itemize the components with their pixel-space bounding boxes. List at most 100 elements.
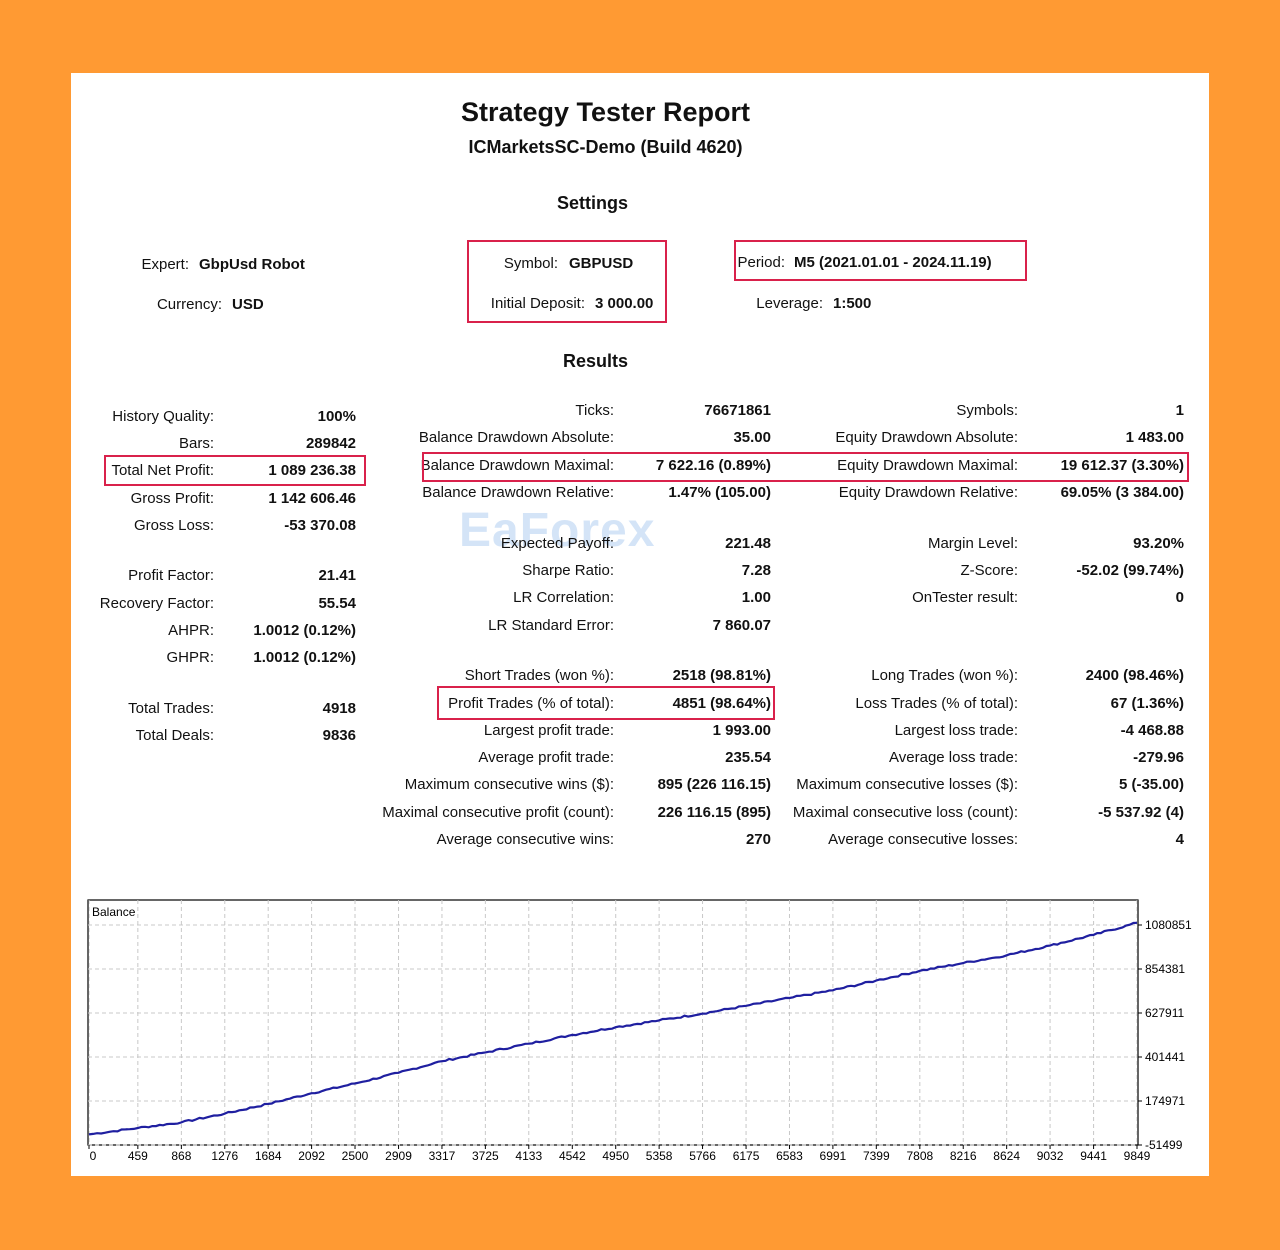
x-tick-label-1: 459 <box>128 1149 148 1163</box>
settings-heading: Settings <box>557 193 629 213</box>
col3-value-0: 1 <box>1175 402 1184 419</box>
currency-value: USD <box>232 296 264 313</box>
net-profit-highlight <box>104 455 366 486</box>
col1-value-9: 4918 <box>322 700 356 717</box>
col3-value-2: 19 612.37 (3.30%) <box>1060 457 1184 474</box>
col3-label-5: Z-Score: <box>960 562 1018 579</box>
chart-frame <box>87 899 1139 1146</box>
col1-value-4: -53 370.08 <box>284 517 356 534</box>
col2-value-9: 4851 (98.64%) <box>672 695 771 712</box>
col2-label-12: Maximum consecutive wins ($): <box>404 776 614 793</box>
col3-value-11: 5 (-35.00) <box>1118 776 1184 793</box>
x-tick-label-3: 1276 <box>211 1149 238 1163</box>
col2-label-3: Balance Drawdown Relative: <box>422 484 614 501</box>
x-tick-label-18: 7399 <box>863 1149 890 1163</box>
col2-value-0: 76671861 <box>704 402 771 419</box>
col1-value-1: 289842 <box>305 435 356 452</box>
watermark: EaForex <box>459 504 656 557</box>
col3-value-10: -279.96 <box>1133 749 1184 766</box>
col3-value-13: 4 <box>1175 831 1184 848</box>
col2-value-14: 270 <box>745 831 771 848</box>
col1-label-0: History Quality: <box>112 408 214 425</box>
col3-label-2: Equity Drawdown Maximal: <box>837 457 1018 474</box>
col1-label-9: Total Trades: <box>128 700 214 717</box>
x-tick-label-0: 0 <box>90 1149 97 1163</box>
col1-label-10: Total Deals: <box>135 727 214 744</box>
initial-deposit-label: Initial Deposit: <box>490 295 585 312</box>
col2-value-2: 7 622.16 (0.89%) <box>655 457 771 474</box>
x-tick-label-13: 5358 <box>646 1149 673 1163</box>
col2-label-2: Balance Drawdown Maximal: <box>420 457 614 474</box>
y-tick-label-5: -51499 <box>1145 1138 1183 1152</box>
x-tick-label-20: 8216 <box>950 1149 977 1163</box>
col3-label-1: Equity Drawdown Absolute: <box>835 429 1018 446</box>
x-tick-label-9: 3725 <box>472 1149 499 1163</box>
x-tick-label-16: 6583 <box>776 1149 803 1163</box>
col1-label-6: Recovery Factor: <box>99 595 214 612</box>
x-tick-label-5: 2092 <box>298 1149 325 1163</box>
col3-label-8: Loss Trades (% of total): <box>855 695 1018 712</box>
col1-label-5: Profit Factor: <box>128 567 214 584</box>
y-tick-label-4: 174971 <box>1145 1094 1185 1108</box>
col2-label-9: Profit Trades (% of total): <box>448 695 614 712</box>
col3-value-4: 93.20% <box>1133 535 1184 552</box>
col2-label-14: Average consecutive wins: <box>436 831 614 848</box>
col1-label-7: AHPR: <box>168 622 214 639</box>
col2-label-8: Short Trades (won %): <box>464 667 614 684</box>
col3-label-3: Equity Drawdown Relative: <box>838 484 1018 501</box>
report-page: Strategy Tester Report ICMarketsSC-Demo … <box>71 73 1209 1176</box>
col2-label-1: Balance Drawdown Absolute: <box>418 429 614 446</box>
period-value: M5 (2021.01.01 - 2024.11.19) <box>794 254 992 271</box>
col1-value-7: 1.0012 (0.12%) <box>253 622 356 639</box>
col1-value-0: 100% <box>317 408 356 425</box>
col2-label-10: Largest profit trade: <box>483 722 614 739</box>
x-tick-label-8: 3317 <box>429 1149 456 1163</box>
x-tick-label-15: 6175 <box>733 1149 760 1163</box>
col2-label-0: Ticks: <box>575 402 614 419</box>
col1-value-10: 9836 <box>322 727 356 744</box>
col1-label-2: Total Net Profit: <box>111 462 214 479</box>
symbol-deposit-highlight <box>467 240 667 323</box>
x-tick-label-7: 2909 <box>385 1149 412 1163</box>
col3-value-12: -5 537.92 (4) <box>1098 804 1184 821</box>
col2-label-7: LR Standard Error: <box>488 617 614 634</box>
col3-value-8: 67 (1.36%) <box>1110 695 1184 712</box>
y-tick-label-0: 1080851 <box>1145 918 1192 932</box>
chart-title: Balance <box>92 905 136 919</box>
col3-value-3: 69.05% (3 384.00) <box>1060 484 1184 501</box>
x-tick-label-10: 4133 <box>515 1149 542 1163</box>
col2-value-7: 7 860.07 <box>712 617 771 634</box>
col3-label-12: Maximal consecutive loss (count): <box>792 804 1018 821</box>
leverage-label: Leverage: <box>756 295 823 312</box>
expert-label: Expert: <box>141 256 189 273</box>
col2-label-11: Average profit trade: <box>478 749 614 766</box>
balance-chart: 0 459 868 1276 1684 2092 2500 2909 3317 3725 4133 4… <box>87 899 1192 1163</box>
col2-value-8: 2518 (98.81%) <box>672 667 771 684</box>
col2-label-4: Expected Payoff: <box>500 535 614 552</box>
x-tick-label-23: 9441 <box>1080 1149 1107 1163</box>
x-tick-label-21: 8624 <box>993 1149 1020 1163</box>
symbol-value: GBPUSD <box>569 255 634 272</box>
col1-label-8: GHPR: <box>166 649 214 666</box>
period-label: Period: <box>737 254 785 271</box>
col2-value-1: 35.00 <box>733 429 771 446</box>
x-tick-label-11: 4542 <box>559 1149 586 1163</box>
col1-value-2: 1 089 236.38 <box>268 462 356 479</box>
col1-label-3: Gross Profit: <box>130 490 214 507</box>
col3-label-11: Maximum consecutive losses ($): <box>796 776 1018 793</box>
x-tick-label-12: 4950 <box>602 1149 629 1163</box>
col2-label-13: Maximal consecutive profit (count): <box>382 804 614 821</box>
x-tick-label-2: 868 <box>171 1149 191 1163</box>
expert-value: GbpUsd Robot <box>199 256 305 273</box>
report-title: Strategy Tester Report <box>460 97 751 127</box>
col3-label-0: Symbols: <box>956 402 1018 419</box>
y-tick-label-1: 854381 <box>1145 962 1185 976</box>
x-tick-label-24: 9849 <box>1124 1149 1151 1163</box>
x-tick-label-19: 7808 <box>906 1149 933 1163</box>
col3-label-13: Average consecutive losses: <box>828 831 1018 848</box>
balance-series-line <box>88 921 1138 1136</box>
x-tick-label-14: 5766 <box>689 1149 716 1163</box>
symbol-label: Symbol: <box>503 255 558 272</box>
col2-label-6: LR Correlation: <box>513 589 614 606</box>
col1-value-3: 1 142 606.46 <box>268 490 356 507</box>
